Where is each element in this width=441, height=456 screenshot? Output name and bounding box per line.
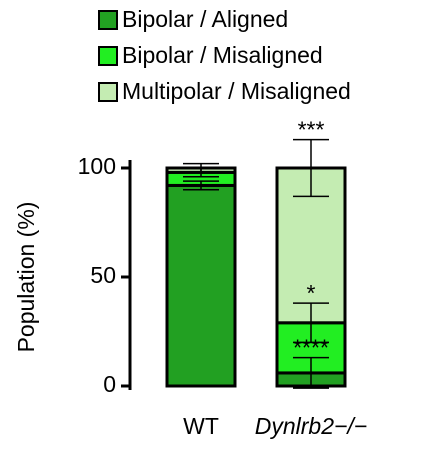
significance: *** xyxy=(298,117,325,143)
error-bar xyxy=(293,302,329,344)
x-tick-label: Dynlrb2−/− xyxy=(255,413,368,439)
legend-label: Multipolar / Misaligned xyxy=(122,78,351,104)
y-axis-label: Population (%) xyxy=(13,202,39,353)
legend-swatch xyxy=(98,10,118,30)
error-bar xyxy=(293,138,329,198)
legend-label: Bipolar / Misaligned xyxy=(122,42,323,68)
error-bar xyxy=(183,180,219,191)
x-tick-label: WT xyxy=(183,413,219,439)
error-bar xyxy=(183,162,219,174)
legend-swatch xyxy=(98,46,118,66)
error-bar xyxy=(293,356,329,389)
y-tick-label: 0 xyxy=(103,371,116,397)
y-tick-label: 50 xyxy=(90,262,116,288)
significance: * xyxy=(307,280,316,306)
legend-label: Bipolar / Aligned xyxy=(122,6,288,32)
bar-segment xyxy=(165,183,237,388)
legend-swatch xyxy=(98,82,118,102)
y-tick-label: 100 xyxy=(78,153,116,179)
